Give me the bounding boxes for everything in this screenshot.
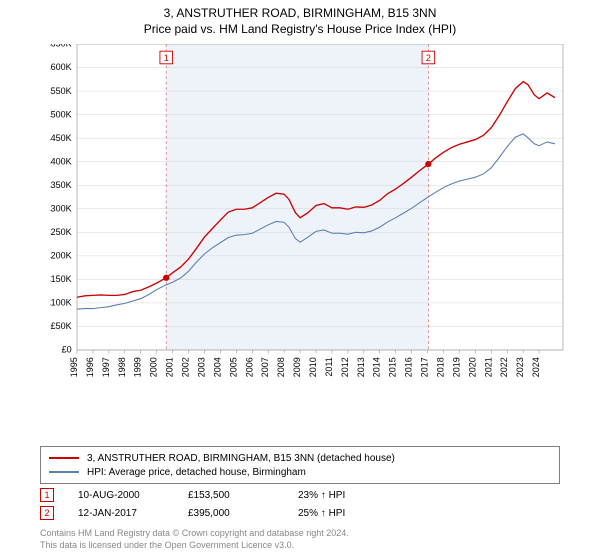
marker-box: 1 — [40, 488, 54, 502]
marker-box: 2 — [40, 506, 54, 520]
svg-text:1997: 1997 — [101, 357, 111, 377]
svg-text:2012: 2012 — [340, 357, 350, 377]
svg-text:1: 1 — [164, 53, 169, 63]
transaction-row: 1 10-AUG-2000 £153,500 23% ↑ HPI — [40, 486, 408, 504]
svg-text:2007: 2007 — [260, 357, 270, 377]
svg-text:2005: 2005 — [228, 357, 238, 377]
svg-text:£600K: £600K — [50, 62, 72, 72]
page-title: 3, ANSTRUTHER ROAD, BIRMINGHAM, B15 3NN — [0, 6, 600, 20]
legend-swatch — [49, 457, 79, 459]
svg-text:£250K: £250K — [50, 227, 72, 237]
svg-text:£450K: £450K — [50, 133, 72, 143]
svg-text:2008: 2008 — [276, 357, 286, 377]
transaction-price: £153,500 — [188, 490, 298, 501]
transaction-pct: 25% ↑ HPI — [298, 508, 408, 519]
svg-text:£350K: £350K — [50, 180, 72, 190]
svg-text:2: 2 — [426, 53, 431, 63]
svg-text:2022: 2022 — [499, 357, 509, 377]
svg-text:£300K: £300K — [50, 203, 72, 213]
svg-text:2004: 2004 — [212, 357, 222, 377]
transaction-date: 12-JAN-2017 — [78, 508, 188, 519]
svg-text:2001: 2001 — [165, 357, 175, 377]
svg-text:1998: 1998 — [117, 357, 127, 377]
title-block: 3, ANSTRUTHER ROAD, BIRMINGHAM, B15 3NN … — [0, 0, 600, 36]
svg-text:1995: 1995 — [69, 357, 79, 377]
page-subtitle: Price paid vs. HM Land Registry's House … — [0, 22, 600, 36]
svg-text:2010: 2010 — [308, 357, 318, 377]
copyright: Contains HM Land Registry data © Crown c… — [40, 528, 349, 551]
chart-container: 3, ANSTRUTHER ROAD, BIRMINGHAM, B15 3NN … — [0, 0, 600, 560]
svg-text:2011: 2011 — [324, 357, 334, 376]
svg-text:2013: 2013 — [356, 357, 366, 377]
svg-text:2018: 2018 — [435, 357, 445, 377]
svg-text:2014: 2014 — [372, 357, 382, 377]
svg-text:£150K: £150K — [50, 274, 72, 284]
marker-id: 2 — [44, 508, 49, 518]
svg-text:2009: 2009 — [292, 357, 302, 377]
transaction-date: 10-AUG-2000 — [78, 490, 188, 501]
svg-text:2002: 2002 — [181, 357, 191, 377]
svg-text:2017: 2017 — [420, 357, 430, 377]
svg-text:2021: 2021 — [483, 357, 493, 377]
svg-text:1999: 1999 — [133, 357, 143, 377]
svg-text:£0: £0 — [62, 345, 72, 355]
legend-label: 3, ANSTRUTHER ROAD, BIRMINGHAM, B15 3NN … — [87, 453, 395, 464]
transaction-price: £395,000 — [188, 508, 298, 519]
svg-text:£550K: £550K — [50, 86, 72, 96]
copyright-line: This data is licensed under the Open Gov… — [40, 540, 349, 552]
svg-text:1996: 1996 — [85, 357, 95, 377]
transaction-row: 2 12-JAN-2017 £395,000 25% ↑ HPI — [40, 504, 408, 522]
price-chart: £0 £50K £100K £150K £200K £250K £300K £350K £400… — [50, 44, 590, 404]
svg-text:£50K: £50K — [51, 321, 72, 331]
svg-text:£100K: £100K — [50, 298, 72, 308]
svg-text:£400K: £400K — [50, 156, 72, 166]
legend-label: HPI: Average price, detached house, Birm… — [87, 467, 306, 478]
transaction-pct: 23% ↑ HPI — [298, 490, 408, 501]
legend: 3, ANSTRUTHER ROAD, BIRMINGHAM, B15 3NN … — [40, 446, 560, 484]
svg-text:2016: 2016 — [404, 357, 414, 377]
svg-text:2000: 2000 — [149, 357, 159, 377]
svg-text:2023: 2023 — [515, 357, 525, 377]
svg-text:2015: 2015 — [388, 357, 398, 377]
svg-text:£650K: £650K — [50, 44, 72, 49]
marker-id: 1 — [44, 490, 49, 500]
legend-swatch — [49, 471, 79, 473]
copyright-line: Contains HM Land Registry data © Crown c… — [40, 528, 349, 540]
svg-text:2020: 2020 — [467, 357, 477, 377]
svg-text:£200K: £200K — [50, 251, 72, 261]
legend-item: HPI: Average price, detached house, Birm… — [49, 465, 551, 479]
svg-text:2003: 2003 — [196, 357, 206, 377]
svg-text:£500K: £500K — [50, 109, 72, 119]
svg-text:2019: 2019 — [451, 357, 461, 377]
legend-item: 3, ANSTRUTHER ROAD, BIRMINGHAM, B15 3NN … — [49, 451, 551, 465]
svg-text:2006: 2006 — [244, 357, 254, 377]
svg-text:2024: 2024 — [531, 357, 541, 377]
transactions-block: 1 10-AUG-2000 £153,500 23% ↑ HPI 2 12-JA… — [40, 486, 408, 522]
